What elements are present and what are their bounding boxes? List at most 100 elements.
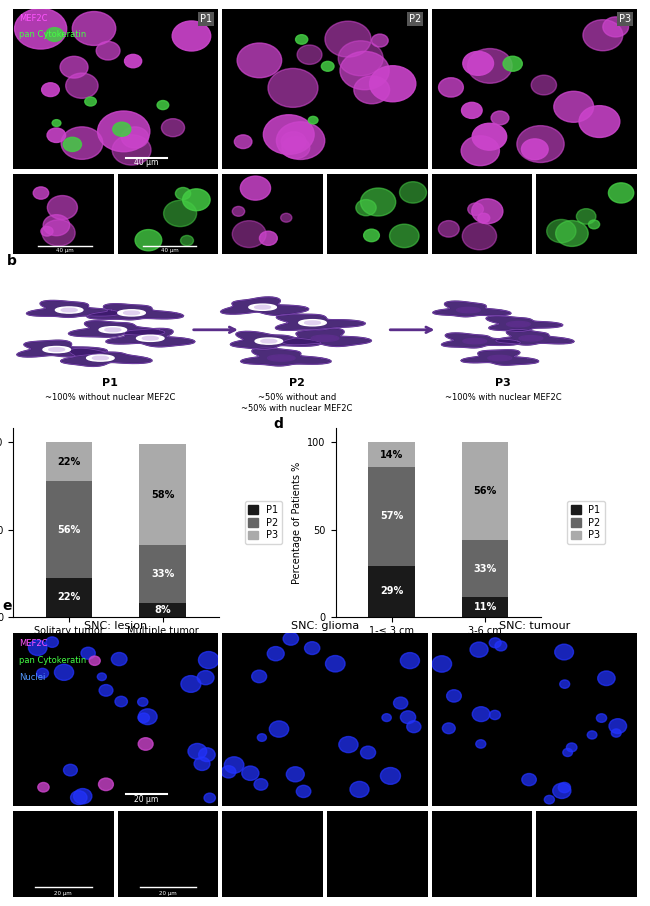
Circle shape bbox=[583, 20, 623, 51]
Circle shape bbox=[338, 41, 383, 76]
Circle shape bbox=[554, 644, 573, 660]
Circle shape bbox=[172, 21, 211, 51]
Polygon shape bbox=[433, 301, 511, 317]
Circle shape bbox=[407, 721, 421, 733]
Circle shape bbox=[463, 339, 487, 343]
Circle shape bbox=[138, 737, 153, 750]
Circle shape bbox=[61, 127, 103, 159]
Circle shape bbox=[478, 213, 489, 223]
Circle shape bbox=[443, 723, 455, 734]
Title: SNC: tumour: SNC: tumour bbox=[499, 622, 570, 631]
Circle shape bbox=[111, 652, 127, 666]
Circle shape bbox=[506, 322, 530, 327]
Circle shape bbox=[608, 183, 634, 203]
Bar bbox=[369, 467, 415, 566]
Circle shape bbox=[476, 739, 486, 748]
Circle shape bbox=[598, 671, 615, 686]
Text: 22%: 22% bbox=[57, 457, 81, 467]
Polygon shape bbox=[486, 316, 563, 332]
Circle shape bbox=[382, 714, 391, 721]
Circle shape bbox=[96, 42, 120, 60]
Circle shape bbox=[326, 656, 345, 672]
Circle shape bbox=[197, 670, 214, 685]
Circle shape bbox=[503, 56, 523, 72]
Circle shape bbox=[363, 229, 380, 242]
Circle shape bbox=[47, 196, 77, 219]
Bar bbox=[139, 444, 186, 545]
Circle shape bbox=[282, 137, 310, 159]
Circle shape bbox=[361, 747, 376, 759]
Circle shape bbox=[588, 220, 600, 229]
Text: 57%: 57% bbox=[380, 512, 403, 522]
Circle shape bbox=[124, 311, 140, 314]
Circle shape bbox=[467, 49, 512, 83]
Circle shape bbox=[125, 54, 142, 68]
Circle shape bbox=[267, 647, 284, 660]
Circle shape bbox=[297, 45, 322, 64]
Circle shape bbox=[232, 221, 266, 247]
Text: P2: P2 bbox=[289, 378, 305, 388]
Circle shape bbox=[472, 123, 507, 150]
Bar bbox=[462, 442, 508, 540]
Polygon shape bbox=[461, 350, 539, 365]
Circle shape bbox=[566, 743, 577, 752]
Circle shape bbox=[138, 713, 150, 723]
Circle shape bbox=[254, 778, 268, 790]
Text: 33%: 33% bbox=[151, 569, 174, 579]
Legend: P1, P2, P3: P1, P2, P3 bbox=[567, 501, 604, 545]
Text: ~50% without and
~50% with nuclear MEF2C: ~50% without and ~50% with nuclear MEF2C bbox=[241, 393, 352, 413]
Text: 11%: 11% bbox=[473, 602, 497, 612]
Bar bbox=[46, 578, 92, 617]
Circle shape bbox=[52, 120, 61, 127]
Text: 40 μm: 40 μm bbox=[161, 248, 179, 253]
Polygon shape bbox=[17, 341, 107, 357]
Text: 8%: 8% bbox=[154, 604, 171, 614]
Text: e: e bbox=[3, 599, 12, 612]
Circle shape bbox=[84, 97, 96, 106]
Circle shape bbox=[46, 27, 63, 42]
Circle shape bbox=[86, 355, 114, 361]
Circle shape bbox=[181, 676, 201, 692]
Circle shape bbox=[41, 226, 53, 236]
Circle shape bbox=[587, 731, 597, 739]
Text: 29%: 29% bbox=[380, 586, 403, 596]
Text: 40 μm: 40 μm bbox=[135, 159, 159, 168]
Circle shape bbox=[400, 182, 426, 203]
Circle shape bbox=[457, 307, 480, 313]
Circle shape bbox=[122, 127, 149, 148]
Text: 14%: 14% bbox=[380, 449, 403, 459]
Circle shape bbox=[560, 680, 569, 689]
Circle shape bbox=[255, 305, 270, 309]
Circle shape bbox=[473, 707, 490, 721]
Circle shape bbox=[46, 637, 58, 648]
Circle shape bbox=[232, 207, 244, 217]
Circle shape bbox=[42, 82, 59, 97]
Y-axis label: Percentage of Patients %: Percentage of Patients % bbox=[292, 461, 302, 583]
Polygon shape bbox=[221, 297, 309, 315]
Bar bbox=[462, 597, 508, 617]
Polygon shape bbox=[240, 348, 331, 366]
Polygon shape bbox=[68, 321, 165, 337]
Polygon shape bbox=[60, 348, 152, 366]
Circle shape bbox=[438, 220, 459, 237]
Circle shape bbox=[81, 647, 96, 660]
Text: 40 μm: 40 μm bbox=[57, 248, 74, 253]
Text: a: a bbox=[3, 0, 12, 3]
Circle shape bbox=[400, 711, 416, 724]
Circle shape bbox=[194, 757, 210, 770]
Circle shape bbox=[462, 102, 482, 119]
Circle shape bbox=[157, 101, 169, 110]
Text: P3: P3 bbox=[495, 378, 511, 388]
Circle shape bbox=[98, 673, 107, 680]
Text: P1: P1 bbox=[102, 378, 118, 388]
Title: SNC: lesion: SNC: lesion bbox=[84, 622, 147, 631]
Polygon shape bbox=[276, 314, 365, 331]
Circle shape bbox=[519, 335, 543, 341]
Circle shape bbox=[361, 188, 396, 216]
Polygon shape bbox=[87, 304, 183, 320]
Circle shape bbox=[89, 656, 100, 665]
Text: 58%: 58% bbox=[151, 489, 174, 500]
Circle shape bbox=[370, 66, 416, 101]
Circle shape bbox=[181, 236, 194, 246]
Circle shape bbox=[183, 188, 210, 211]
